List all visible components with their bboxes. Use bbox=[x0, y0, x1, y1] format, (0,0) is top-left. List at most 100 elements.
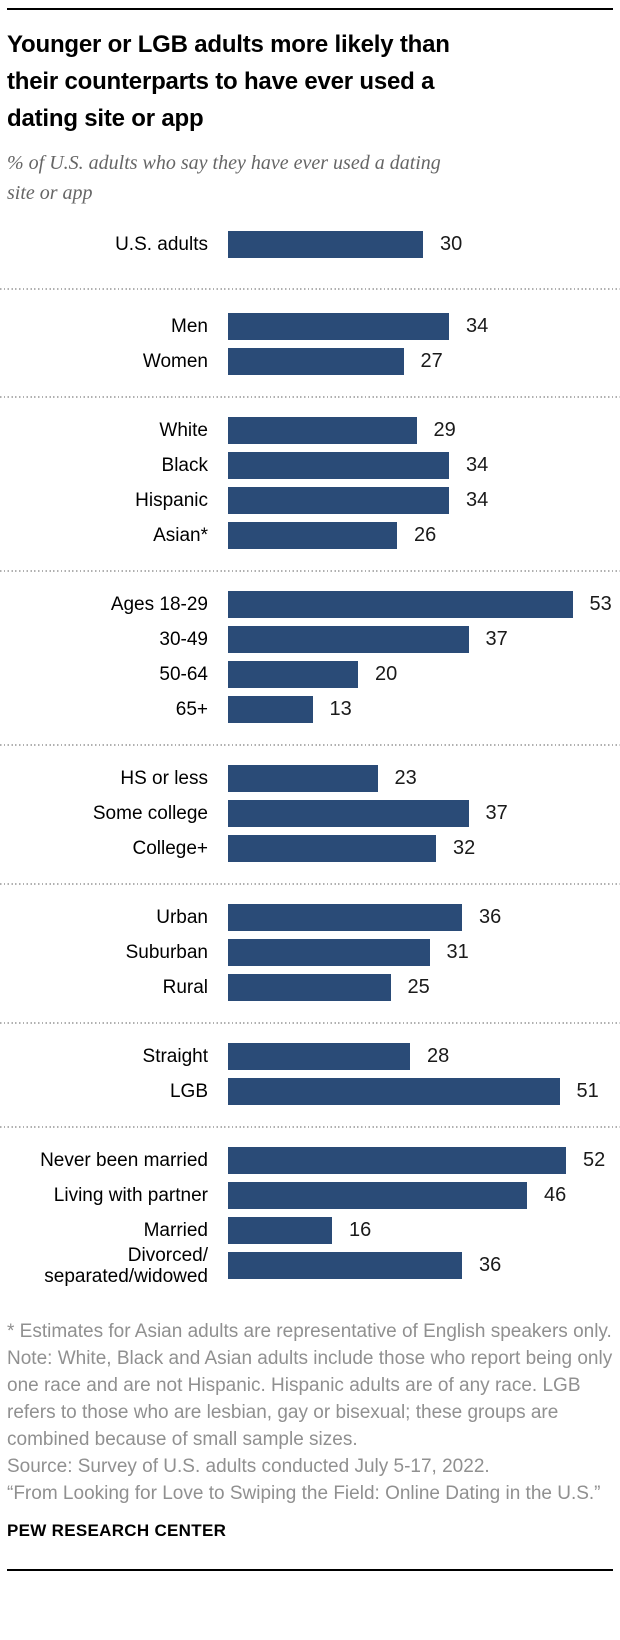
category-label: Married bbox=[143, 1220, 208, 1241]
bar-row: HS or less 23 bbox=[7, 761, 613, 796]
value-label: 30 bbox=[440, 233, 463, 255]
value-label: 20 bbox=[375, 663, 398, 685]
value-label: 46 bbox=[544, 1184, 567, 1206]
value-label: 34 bbox=[466, 315, 489, 337]
bar-row: U.S. adults 30 bbox=[7, 227, 613, 262]
group-marital-status: Never been married 52 Living with partne… bbox=[7, 1143, 613, 1287]
bar bbox=[228, 765, 378, 792]
category-label: 50-64 bbox=[159, 664, 208, 685]
bar bbox=[228, 661, 358, 688]
bar bbox=[228, 348, 404, 375]
bar-row: White 29 bbox=[7, 413, 613, 448]
group-gender: Men 34 Women 27 bbox=[7, 309, 613, 379]
category-label: Asian* bbox=[153, 525, 208, 546]
bar bbox=[228, 696, 313, 723]
bar bbox=[228, 591, 573, 618]
bar-row: LGB 51 bbox=[7, 1074, 613, 1109]
bar-row: Suburban 31 bbox=[7, 935, 613, 970]
bar bbox=[228, 626, 469, 653]
chart-title: Younger or LGB adults more likely than t… bbox=[7, 31, 450, 132]
bar bbox=[228, 1147, 566, 1174]
category-label: Some college bbox=[92, 803, 208, 824]
value-label: 36 bbox=[479, 1254, 502, 1276]
category-label: U.S. adults bbox=[115, 234, 208, 255]
dotted-divider bbox=[0, 288, 620, 290]
report-card: Younger or LGB adults more likely than t… bbox=[0, 8, 620, 1571]
category-label: Rural bbox=[162, 977, 208, 998]
bar-row: Black 34 bbox=[7, 448, 613, 483]
bar bbox=[228, 231, 423, 258]
bar bbox=[228, 904, 462, 931]
category-label: White bbox=[159, 420, 208, 441]
bar-row: Some college 37 bbox=[7, 796, 613, 831]
bar bbox=[228, 835, 436, 862]
category-label: Urban bbox=[156, 907, 208, 928]
category-label: Straight bbox=[142, 1046, 208, 1067]
value-label: 23 bbox=[394, 767, 417, 789]
bar-row: Divorced/ separated/widowed 36 bbox=[7, 1245, 613, 1287]
value-label: 34 bbox=[466, 454, 489, 476]
dotted-divider bbox=[0, 396, 620, 398]
category-label: Ages 18-29 bbox=[110, 594, 208, 615]
value-label: 29 bbox=[433, 419, 456, 441]
bar bbox=[228, 522, 397, 549]
dotted-divider bbox=[0, 1022, 620, 1024]
value-label: 52 bbox=[583, 1149, 606, 1171]
bar bbox=[228, 487, 449, 514]
bar-row: Living with partner 46 bbox=[7, 1178, 613, 1213]
bar-row: 30-49 37 bbox=[7, 622, 613, 657]
dotted-divider bbox=[0, 883, 620, 885]
bar bbox=[228, 939, 430, 966]
category-label: Never been married bbox=[40, 1150, 208, 1171]
footnote-note: Note: White, Black and Asian adults incl… bbox=[7, 1348, 613, 1450]
group-sexual-orientation: Straight 28 LGB 51 bbox=[7, 1039, 613, 1109]
bar bbox=[228, 1078, 560, 1105]
value-label: 13 bbox=[329, 698, 352, 720]
category-label: Hispanic bbox=[135, 490, 208, 511]
bar-row: Men 34 bbox=[7, 309, 613, 344]
bar-row: 65+ 13 bbox=[7, 692, 613, 727]
bar bbox=[228, 974, 391, 1001]
bar-chart: U.S. adults 30 Men 34 Women 27 White bbox=[0, 227, 620, 1287]
bar bbox=[228, 1252, 462, 1279]
category-label: Suburban bbox=[125, 942, 208, 963]
value-label: 53 bbox=[589, 593, 612, 615]
bar-row: Hispanic 34 bbox=[7, 483, 613, 518]
bar bbox=[228, 1043, 410, 1070]
value-label: 37 bbox=[485, 628, 508, 650]
bar-row: College+ 32 bbox=[7, 831, 613, 866]
footnote-source: Source: Survey of U.S. adults conducted … bbox=[7, 1456, 490, 1477]
bar bbox=[228, 800, 469, 827]
dotted-divider bbox=[0, 570, 620, 572]
value-label: 51 bbox=[576, 1080, 599, 1102]
category-label: Divorced/ separated/widowed bbox=[44, 1244, 208, 1287]
bar bbox=[228, 452, 449, 479]
bar-row: Ages 18-29 53 bbox=[7, 587, 613, 622]
category-label: Men bbox=[171, 316, 208, 337]
category-label: Living with partner bbox=[53, 1185, 208, 1206]
top-rule bbox=[7, 8, 613, 10]
bar-row: Married 16 bbox=[7, 1213, 613, 1248]
bar-row: 50-64 20 bbox=[7, 657, 613, 692]
bar-row: Urban 36 bbox=[7, 900, 613, 935]
footnote-report-title: “From Looking for Love to Swiping the Fi… bbox=[7, 1483, 601, 1504]
chart-subtitle: % of U.S. adults who say they have ever … bbox=[7, 152, 441, 204]
value-label: 28 bbox=[427, 1045, 450, 1067]
category-label: Women bbox=[142, 351, 208, 372]
group-age: Ages 18-29 53 30-49 37 50-64 20 65+ 13 bbox=[7, 587, 613, 727]
value-label: 34 bbox=[466, 489, 489, 511]
category-label: 65+ bbox=[175, 699, 208, 720]
group-community-type: Urban 36 Suburban 31 Rural 25 bbox=[7, 900, 613, 1005]
category-label: College+ bbox=[132, 838, 208, 859]
footnotes: * Estimates for Asian adults are represe… bbox=[7, 1318, 613, 1507]
dotted-divider bbox=[0, 1126, 620, 1128]
bar-row: Women 27 bbox=[7, 344, 613, 379]
bar-row: Asian* 26 bbox=[7, 518, 613, 553]
value-label: 37 bbox=[485, 802, 508, 824]
group-education: HS or less 23 Some college 37 College+ 3… bbox=[7, 761, 613, 866]
bar-row: Straight 28 bbox=[7, 1039, 613, 1074]
value-label: 27 bbox=[420, 350, 443, 372]
bar-row: Rural 25 bbox=[7, 970, 613, 1005]
dotted-divider bbox=[0, 744, 620, 746]
value-label: 26 bbox=[414, 524, 437, 546]
